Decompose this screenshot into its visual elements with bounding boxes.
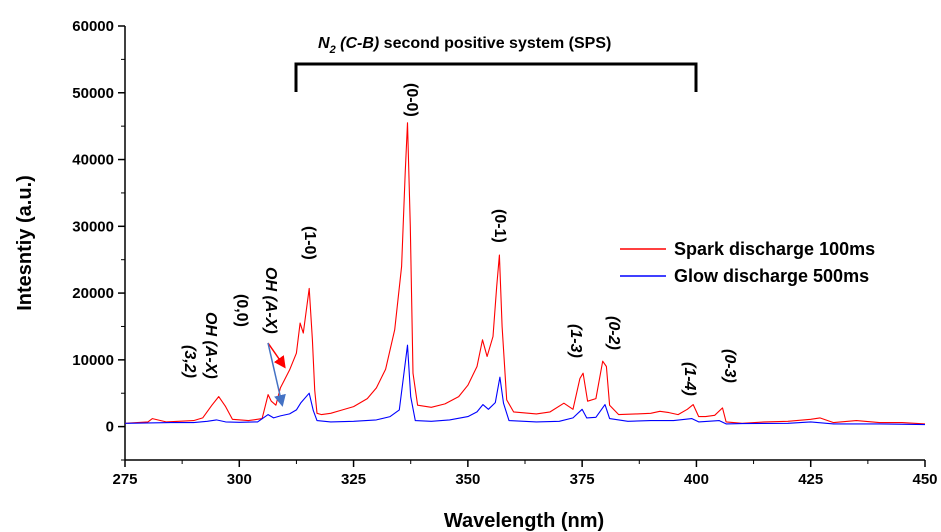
- legend: Spark discharge 100ms Glow discharge 500…: [620, 239, 875, 286]
- tick-group: 0 10000 20000 30000 40000 50000 60000 275 300 325…: [72, 18, 937, 488]
- oh-arrow-red: [267, 342, 286, 369]
- y-tick-label: 40000: [72, 152, 114, 169]
- x-axis-title: Wavelength (nm): [444, 510, 604, 532]
- sps-banner: N2 (C-B) second positive system (SPS): [318, 35, 611, 56]
- y-tick-label: 50000: [72, 85, 114, 102]
- x-tick-label: 400: [684, 471, 709, 488]
- peak-label: (0-2): [605, 316, 622, 350]
- x-tick-label: 325: [341, 471, 366, 488]
- oh-arrow-blue: [267, 342, 286, 407]
- x-tick-label: 300: [227, 471, 252, 488]
- peak-label: (1-4): [681, 362, 698, 396]
- peak-label: (0,0): [233, 294, 250, 327]
- x-tick-label: 275: [112, 471, 137, 488]
- series-glow-line: [124, 344, 926, 426]
- peak-label: (0-3): [721, 349, 738, 383]
- banner-transition: (C-B): [336, 35, 380, 52]
- y-axis-title: Intesntiy (a.u.): [14, 175, 36, 311]
- x-tick-label: 350: [455, 471, 480, 488]
- x-tick-label: 375: [570, 471, 595, 488]
- y-tick-label: 10000: [72, 352, 114, 369]
- y-tick-label: 60000: [72, 18, 114, 35]
- banner-subscript: 2: [329, 44, 336, 56]
- legend-label-glow: Glow discharge 500ms: [674, 266, 869, 286]
- peak-label: (0-0): [403, 83, 420, 117]
- oh-label: OH (A-X): [202, 312, 219, 379]
- banner-system: second positive system (SPS): [379, 35, 611, 52]
- banner-species: N: [318, 35, 330, 52]
- x-tick-label: 450: [912, 471, 937, 488]
- y-tick-label: 20000: [72, 285, 114, 302]
- peak-label: (1-3): [567, 324, 584, 358]
- peak-label: (3,2): [181, 345, 198, 378]
- y-tick-label: 0: [106, 419, 114, 436]
- peak-label: (1-0): [301, 226, 318, 260]
- oh-label: OH (A-X): [262, 267, 279, 334]
- x-tick-label: 425: [798, 471, 823, 488]
- peak-label: (0-1): [491, 209, 508, 243]
- y-tick-label: 30000: [72, 218, 114, 235]
- sps-bracket: [294, 62, 698, 92]
- legend-label-spark: Spark discharge 100ms: [674, 239, 875, 259]
